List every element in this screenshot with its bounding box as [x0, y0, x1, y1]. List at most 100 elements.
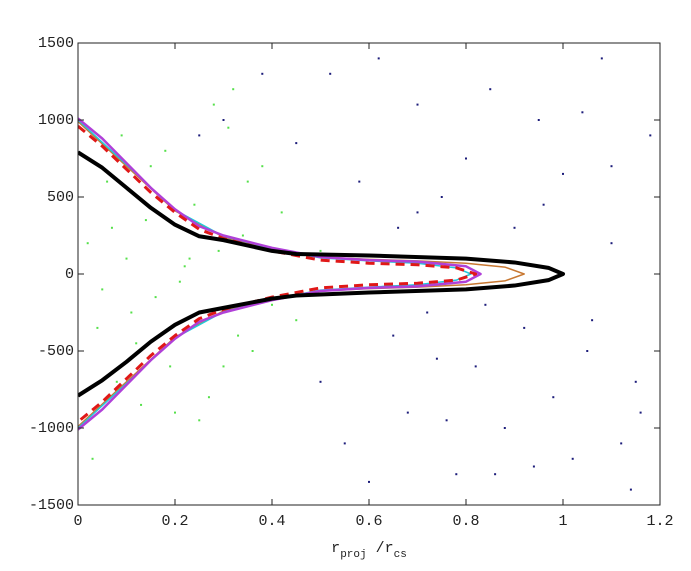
- scatter-point: [416, 103, 419, 106]
- scatter-point: [125, 257, 128, 260]
- scatter-point: [140, 403, 143, 406]
- x-tick-label: 1: [558, 513, 567, 530]
- scatter-point: [581, 111, 584, 114]
- scatter-point: [178, 280, 181, 283]
- scatter-point: [489, 88, 492, 91]
- scatter-point: [212, 103, 215, 106]
- x-axis-label-part: proj: [340, 549, 366, 561]
- scatter-point: [280, 211, 283, 214]
- scatter-point: [397, 226, 400, 229]
- scatter-point: [115, 380, 118, 383]
- scatter-point: [406, 411, 409, 414]
- plot-area: [78, 57, 652, 491]
- scatter-point: [620, 442, 623, 445]
- scatter-point: [193, 203, 196, 206]
- curve: [78, 125, 478, 423]
- x-tick-label: 0.6: [355, 513, 382, 530]
- scatter-point: [135, 342, 138, 345]
- x-axis-label-part: cs: [394, 549, 407, 561]
- scatter-point: [537, 119, 540, 121]
- scatter-point: [591, 319, 594, 322]
- scatter-point: [86, 242, 89, 245]
- scatter-point: [571, 457, 574, 460]
- scatter-point: [494, 473, 497, 476]
- scatter-point: [110, 226, 113, 229]
- curve: [78, 117, 482, 431]
- plot-frame: [77, 42, 661, 506]
- scatter-point: [149, 165, 152, 168]
- scatter-point: [426, 311, 429, 314]
- scatter-point: [96, 326, 99, 329]
- scatter-point: [440, 196, 443, 198]
- scatter-point: [237, 334, 240, 337]
- scatter-point: [319, 249, 322, 252]
- scatter-point: [629, 488, 632, 491]
- scatter-point: [600, 57, 603, 60]
- scatter-point: [552, 396, 555, 399]
- scatter-point: [183, 265, 186, 268]
- scatter-point: [445, 419, 448, 422]
- scatter-point: [106, 180, 109, 183]
- scatter-point: [639, 411, 642, 414]
- scatter-point: [343, 442, 346, 445]
- scatter-point: [649, 134, 652, 137]
- scatter-point: [610, 242, 613, 245]
- scatter-point: [144, 219, 147, 222]
- scatter-point: [465, 157, 467, 160]
- scatter-point: [377, 57, 380, 60]
- scatter-point: [198, 419, 201, 422]
- scatter-point: [523, 326, 526, 329]
- scatter-point: [484, 303, 487, 306]
- scatter-point: [562, 172, 564, 175]
- scatter-point: [392, 334, 395, 337]
- scatter-point: [319, 380, 322, 383]
- scatter-point: [586, 350, 589, 352]
- scatter-point: [217, 249, 220, 252]
- scatter-point: [368, 480, 370, 483]
- scatter-point: [188, 257, 191, 260]
- y-tick-label: 1500: [38, 35, 74, 52]
- x-tick-label: 0.2: [161, 513, 188, 530]
- scatter-point: [271, 303, 273, 306]
- scatter-point: [174, 411, 176, 414]
- scatter-point: [416, 211, 419, 214]
- x-axis-label: rproj /rcs: [331, 540, 407, 561]
- scatter-point: [198, 134, 201, 137]
- scatter-point: [207, 396, 210, 399]
- scatter-point: [227, 126, 230, 129]
- scatter-point: [261, 165, 264, 168]
- y-tick-label: 0: [65, 266, 74, 283]
- x-axis-label-part: r: [331, 540, 340, 557]
- x-tick-label: 0.8: [452, 513, 479, 530]
- scatter-point: [261, 72, 264, 75]
- scatter-point: [542, 203, 545, 206]
- scatter-point: [222, 365, 225, 368]
- scatter-point: [295, 319, 298, 322]
- curve: [78, 150, 565, 398]
- x-tick-label: 1.2: [646, 513, 673, 530]
- scatter-point: [91, 457, 94, 460]
- y-tick-label: -500: [38, 343, 74, 360]
- scatter-point: [474, 365, 477, 368]
- x-tick-label: 0.4: [258, 513, 285, 530]
- scatter-point: [329, 72, 332, 75]
- scatter-point: [130, 311, 133, 314]
- curve: [78, 120, 525, 428]
- y-tick-label: 500: [47, 189, 74, 206]
- curve: [78, 119, 472, 429]
- scatter-point: [295, 142, 298, 145]
- scatter-point: [154, 296, 157, 299]
- scatter-point: [532, 465, 535, 468]
- scatter-point: [241, 234, 244, 237]
- scatter-point: [232, 88, 235, 91]
- scatter-point: [120, 134, 123, 137]
- scatter-point: [503, 427, 506, 429]
- scatter-point: [513, 226, 516, 229]
- scatter-point: [169, 365, 172, 368]
- scatter-point: [435, 357, 438, 360]
- scatter-point: [251, 350, 254, 352]
- scatter-point: [358, 180, 361, 183]
- scatter-point: [610, 165, 613, 168]
- scatter-point: [222, 119, 225, 121]
